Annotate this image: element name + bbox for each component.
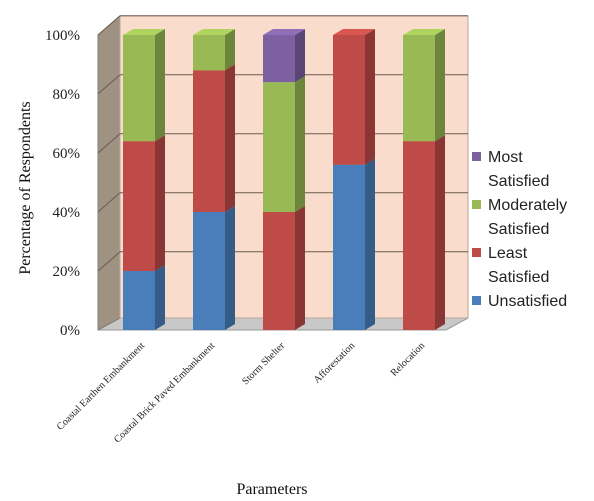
- bar-segment: [263, 29, 305, 83]
- legend-label-cont: Satisfied: [488, 173, 549, 190]
- bar-side: [155, 29, 165, 142]
- gridline-side: [97, 251, 121, 272]
- bar-segment: [263, 206, 305, 330]
- y-tick-label: 0%: [60, 323, 80, 339]
- bar-side: [365, 29, 375, 165]
- legend-swatch: [472, 200, 481, 209]
- bar-front: [193, 212, 225, 330]
- y-tick-label: 20%: [53, 264, 81, 280]
- bar-front: [193, 35, 225, 71]
- legend-item: Moderately Satisfied: [472, 197, 567, 238]
- side-wall: [97, 14, 121, 331]
- legend-label-cont: Satisfied: [488, 269, 549, 286]
- bar-front: [263, 35, 295, 83]
- gridline-side: [97, 133, 121, 154]
- bar-segment: [333, 158, 375, 330]
- y-tick-label: 60%: [53, 146, 81, 162]
- legend-label-cont: Satisfied: [488, 221, 549, 238]
- bar-segment: [193, 64, 235, 213]
- y-axis-title: Percentage of Respondents: [17, 101, 34, 274]
- legend-label: Moderately: [488, 197, 567, 214]
- legend: Most Satisfied Moderately Satisfied Least Sat…: [472, 149, 567, 310]
- category-label: Relocation: [389, 340, 427, 378]
- category-label: Storm Shelter: [240, 340, 287, 387]
- bar-side: [435, 135, 445, 330]
- bar-top: [123, 29, 165, 35]
- gridline-side: [97, 15, 121, 36]
- bar-front: [403, 141, 435, 330]
- x-axis-title: Parameters: [236, 481, 307, 498]
- bar-top: [263, 29, 305, 35]
- legend-swatch: [472, 152, 481, 161]
- bar-segment: [123, 135, 165, 271]
- bar-side: [435, 29, 445, 142]
- bar-front: [263, 212, 295, 330]
- legend-item: Least Satisfied: [472, 245, 549, 286]
- bar-side: [225, 29, 235, 71]
- legend-label: Most: [488, 149, 523, 166]
- legend-swatch: [472, 248, 481, 257]
- bar-segment: [403, 135, 445, 330]
- bar-front: [123, 141, 155, 271]
- bar-segment: [263, 76, 305, 212]
- bar-top: [403, 29, 445, 35]
- bar-front: [123, 271, 155, 330]
- bar-side: [295, 206, 305, 330]
- bar-top: [193, 29, 235, 35]
- bar-front: [403, 35, 435, 142]
- bar-front: [333, 35, 365, 165]
- legend-label: Least: [488, 245, 528, 262]
- bar-front: [193, 70, 225, 213]
- bar-segment: [403, 29, 445, 142]
- legend-swatch: [472, 296, 481, 305]
- bar-segment: [123, 265, 165, 330]
- bar-side: [225, 64, 235, 213]
- legend-item: Unsatisfied: [472, 293, 567, 310]
- gridline-side: [97, 192, 121, 213]
- bar-side: [225, 206, 235, 330]
- category-label: Afforestation: [312, 340, 357, 385]
- bar-side: [295, 29, 305, 83]
- bar-segment: [333, 29, 375, 165]
- bar-segment: [123, 29, 165, 142]
- y-tick-label: 100%: [45, 28, 80, 44]
- legend-label: Unsatisfied: [488, 293, 567, 310]
- bars-group: [123, 29, 445, 330]
- bar-side: [365, 158, 375, 330]
- bar-segment: [193, 206, 235, 330]
- y-tick-labels: 0% 20% 40% 60% 80% 100%: [45, 28, 80, 339]
- bar-front: [263, 82, 295, 212]
- legend-item: Most Satisfied: [472, 149, 549, 190]
- bar-segment: [193, 29, 235, 71]
- bar-top: [333, 29, 375, 35]
- bar-side: [155, 265, 165, 330]
- bar-front: [123, 35, 155, 142]
- bar-front: [333, 164, 365, 330]
- y-tick-label: 80%: [53, 87, 81, 103]
- bar-side: [295, 76, 305, 212]
- y-tick-label: 40%: [53, 205, 81, 221]
- gridline-side: [97, 74, 121, 95]
- bar-side: [155, 135, 165, 271]
